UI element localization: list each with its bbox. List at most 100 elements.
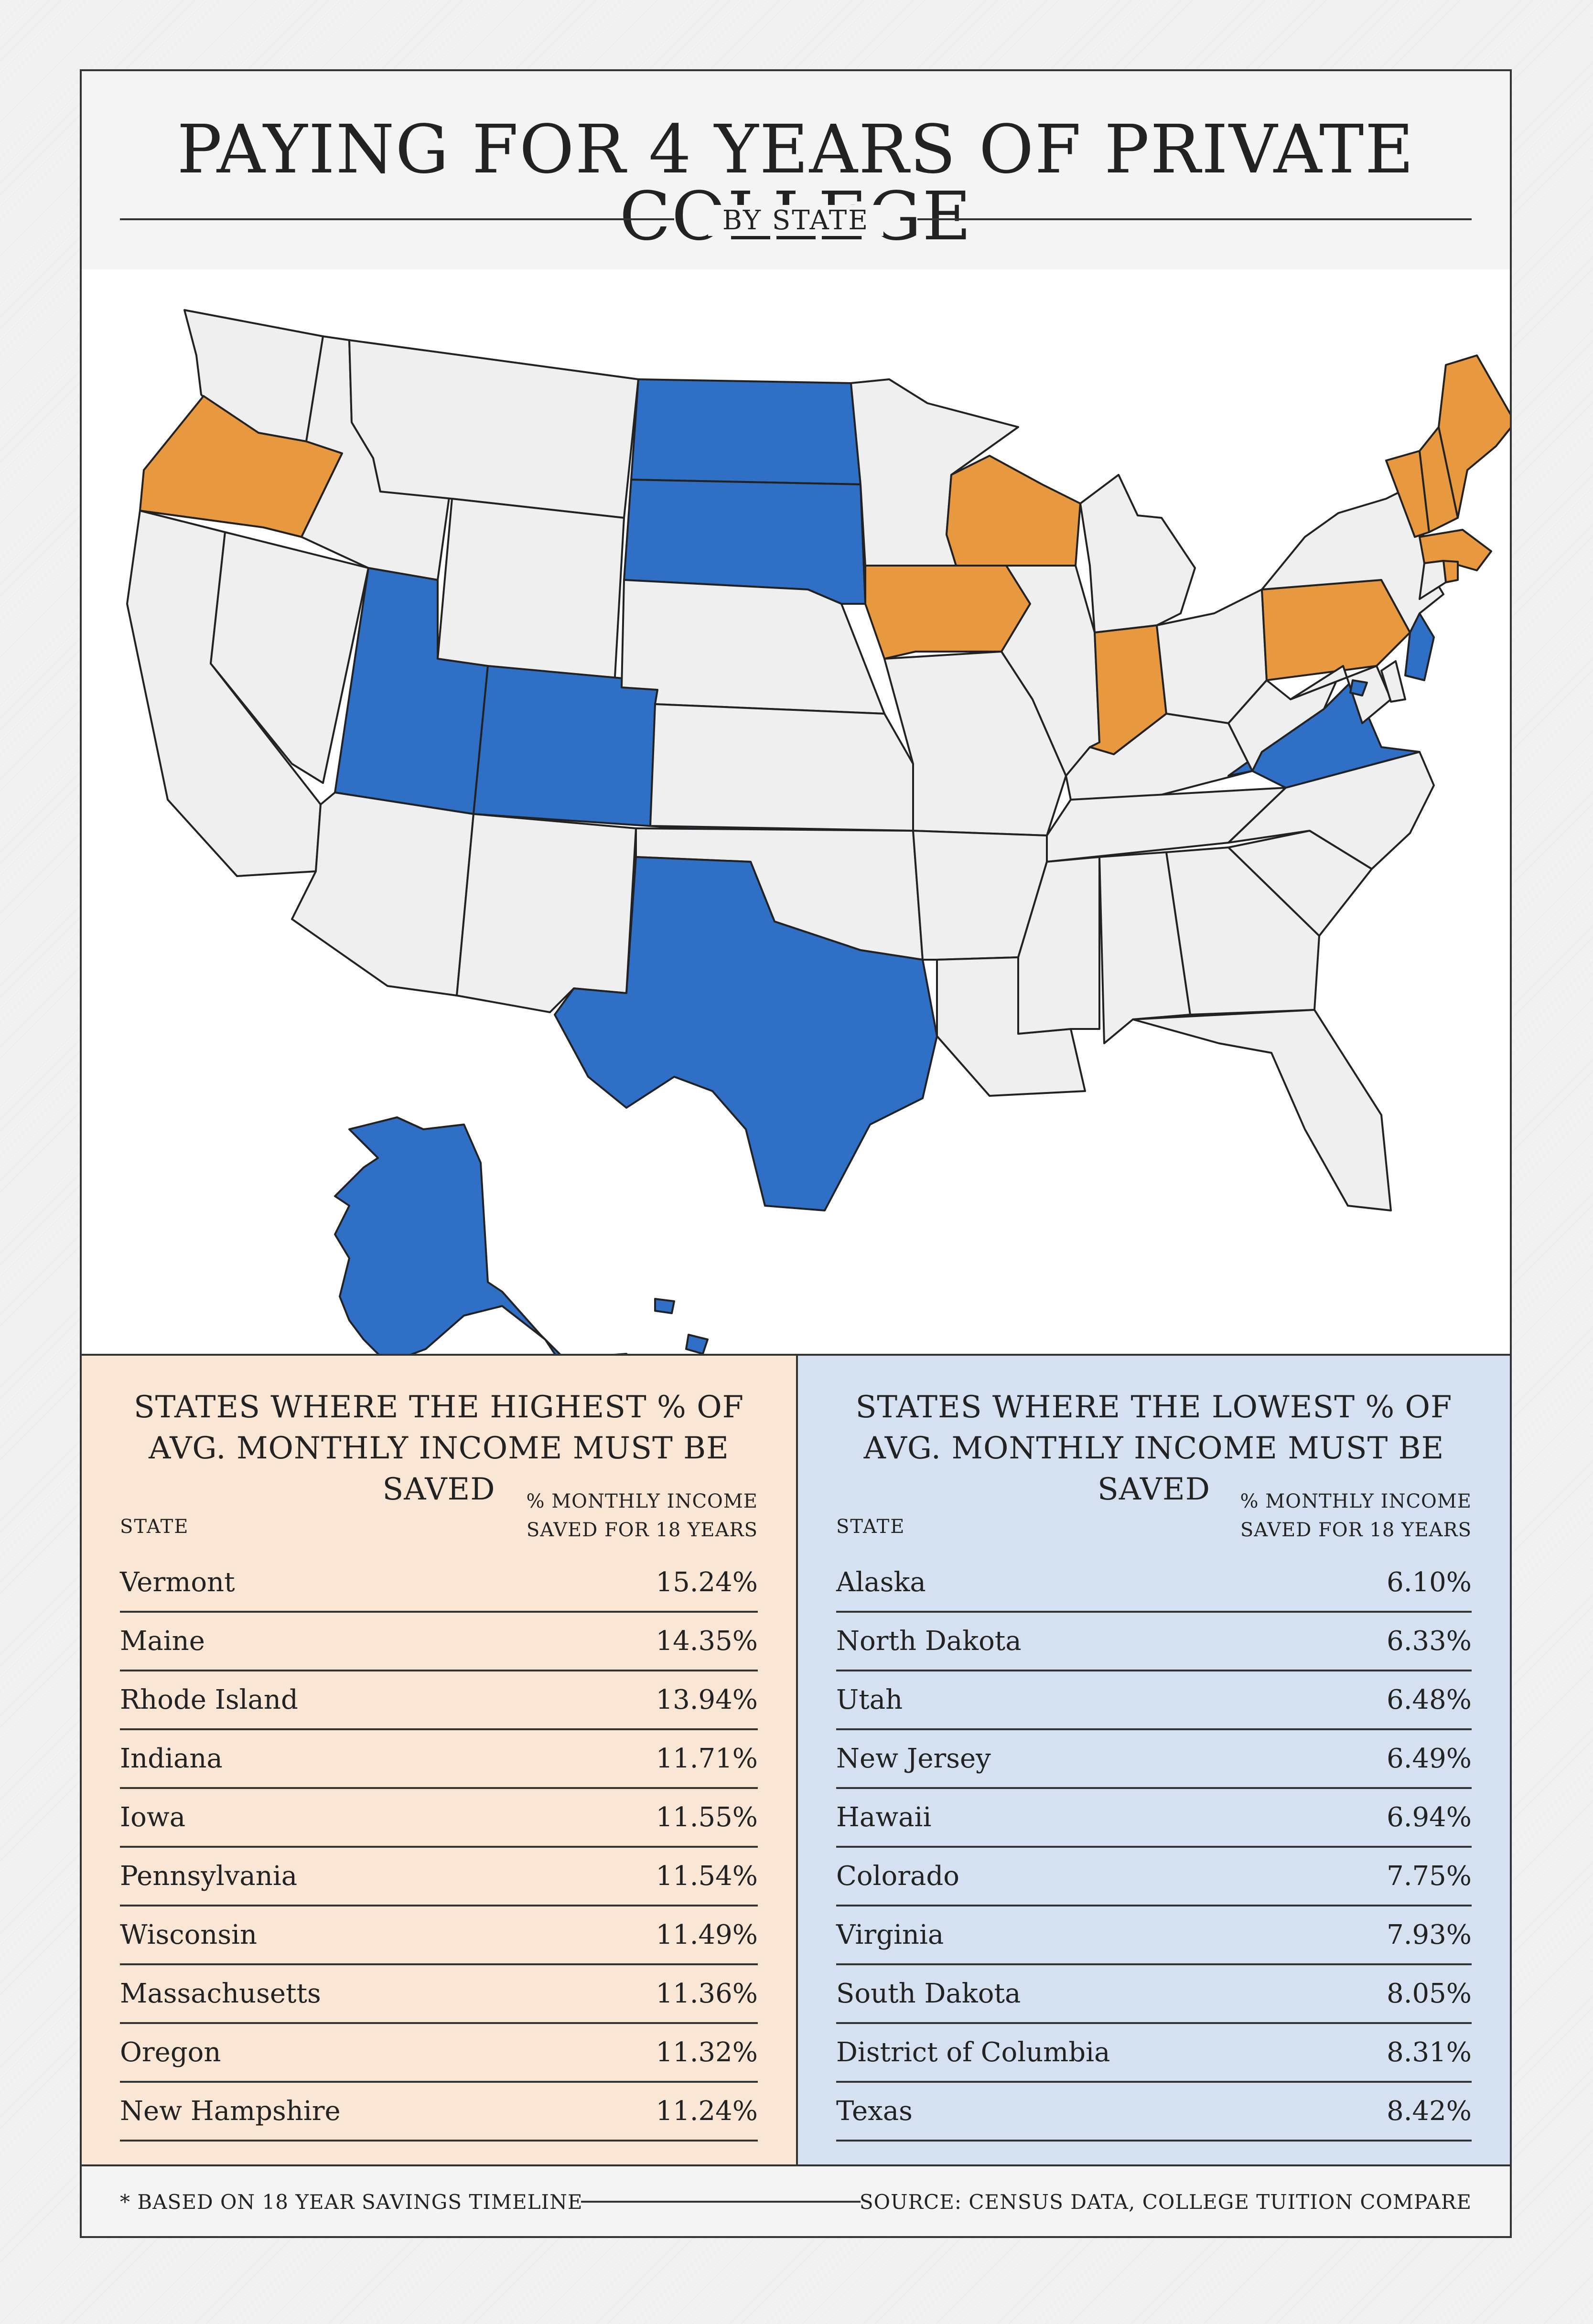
table-row: Rhode Island 13.94%	[120, 1671, 758, 1730]
state-value: 11.49%	[656, 1919, 758, 1950]
low-table-title: STATES WHERE THE LOWEST % OF AVG. MONTHL…	[855, 1390, 1453, 1507]
state-value: 11.71%	[656, 1743, 758, 1774]
state-maine	[1438, 354, 1510, 519]
source-credit: SOURCE: CENSUS DATA, COLLEGE TUITION COM…	[859, 2190, 1472, 2214]
tables-section: STATES WHERE THE HIGHEST % OF AVG. MONTH…	[82, 1354, 1510, 2170]
table-row: Wisconsin 11.49%	[120, 1906, 758, 1965]
table-row: Virginia 7.93%	[836, 1906, 1472, 1965]
state-name: Wisconsin	[120, 1919, 258, 1950]
subtitle-text: BY STATE	[708, 205, 884, 236]
state-name: Virginia	[836, 1919, 944, 1950]
table-row: District of Columbia 8.31%	[836, 2024, 1472, 2083]
table-row: Oregon 11.32%	[120, 2024, 758, 2083]
subtitle-rule-right	[917, 218, 1472, 220]
state-value: 8.42%	[1387, 2096, 1472, 2127]
table-row: Pennsylvania 11.54%	[120, 1848, 758, 1906]
subtitle: BY STATE	[82, 205, 1510, 236]
state-delaware	[1380, 660, 1406, 703]
footer-rule	[581, 2201, 861, 2203]
state-value: 11.32%	[656, 2037, 758, 2068]
state-name: South Dakota	[836, 1978, 1021, 2009]
state-montana	[348, 339, 639, 519]
table-row: South Dakota 8.05%	[836, 1965, 1472, 2024]
state-name: Vermont	[120, 1567, 235, 1598]
table-row: Vermont 15.24%	[120, 1554, 758, 1613]
low-table-rows: Alaska 6.10% North Dakota 6.33% Utah 6.48% …	[836, 1554, 1472, 2142]
state-kansas	[649, 703, 914, 832]
state-name: Indiana	[120, 1743, 223, 1774]
state-name: Massachusetts	[120, 1978, 321, 2009]
state-value: 8.05%	[1387, 1978, 1472, 2009]
state-new-mexico	[456, 813, 637, 1013]
state-wyoming	[437, 498, 625, 686]
high-savings-panel: STATES WHERE THE HIGHEST % OF AVG. MONTH…	[82, 1356, 796, 2170]
state-value: 13.94%	[656, 1684, 758, 1715]
us-map	[82, 269, 1510, 1354]
state-district-of-columbia	[1349, 679, 1368, 696]
state-name: Pennsylvania	[120, 1861, 298, 1892]
footer: * BASED ON 18 YEAR SAVINGS TIMELINE SOUR…	[82, 2164, 1510, 2236]
table-row: Utah 6.48%	[836, 1671, 1472, 1730]
state-maryland	[1290, 665, 1392, 724]
state-value: 6.49%	[1387, 1743, 1472, 1774]
state-value: 6.10%	[1387, 1567, 1472, 1598]
state-value: 6.94%	[1387, 1802, 1472, 1833]
state-name: District of Columbia	[836, 2037, 1110, 2068]
high-table-title: STATES WHERE THE HIGHEST % OF AVG. MONTH…	[133, 1390, 744, 1507]
state-connecticut	[1419, 560, 1447, 600]
state-texas	[554, 856, 938, 1211]
state-nevada	[210, 531, 369, 784]
state-name: Hawaii	[836, 1802, 932, 1833]
state-value: 6.33%	[1387, 1626, 1472, 1657]
state-value: 7.93%	[1387, 1919, 1472, 1950]
us-map-svg	[126, 309, 1510, 1354]
state-value: 14.35%	[656, 1626, 758, 1657]
state-pennsylvania	[1261, 579, 1411, 681]
subtitle-rule-left	[120, 218, 674, 220]
state-georgia	[1165, 846, 1320, 1016]
state-arizona	[291, 792, 474, 996]
state-name: Colorado	[836, 1861, 959, 1892]
state-name: New Jersey	[836, 1743, 991, 1774]
state-value: 11.54%	[656, 1861, 758, 1892]
state-name: Utah	[836, 1684, 903, 1715]
state-michigan	[1079, 474, 1196, 633]
high-col-value-header: % MONTHLY INCOME SAVED FOR 18 YEARS	[526, 1490, 758, 1541]
state-hawaii-island-2	[685, 1334, 709, 1354]
state-name: Maine	[120, 1626, 205, 1657]
table-row: New Jersey 6.49%	[836, 1730, 1472, 1789]
low-col-state-header: STATE	[836, 1516, 905, 1538]
header: PAYING FOR 4 YEARS OF PRIVATE COLLEGE BY…	[82, 71, 1510, 271]
table-row: Colorado 7.75%	[836, 1848, 1472, 1906]
footnote: * BASED ON 18 YEAR SAVINGS TIMELINE	[120, 2190, 583, 2214]
table-row: Indiana 11.71%	[120, 1730, 758, 1789]
state-value: 8.31%	[1387, 2037, 1472, 2068]
table-row: Texas 8.42%	[836, 2083, 1472, 2142]
state-value: 6.48%	[1387, 1684, 1472, 1715]
state-value: 15.24%	[656, 1567, 758, 1598]
state-west-virginia	[1227, 665, 1344, 772]
state-hawaii-island-3	[654, 1298, 675, 1314]
low-savings-panel: STATES WHERE THE LOWEST % OF AVG. MONTHL…	[796, 1356, 1510, 2170]
state-name: Texas	[836, 2096, 913, 2127]
state-value: 11.24%	[656, 2096, 758, 2127]
table-row: Iowa 11.55%	[120, 1789, 758, 1848]
infographic-card: PAYING FOR 4 YEARS OF PRIVATE COLLEGE BY…	[80, 69, 1512, 2238]
state-north-dakota	[630, 378, 861, 485]
state-value: 7.75%	[1387, 1861, 1472, 1892]
state-name: North Dakota	[836, 1626, 1022, 1657]
state-name: Rhode Island	[120, 1684, 298, 1715]
state-wisconsin	[946, 455, 1081, 567]
state-florida	[1132, 1009, 1392, 1211]
state-name: Oregon	[120, 2037, 221, 2068]
table-row: Massachusetts 11.36%	[120, 1965, 758, 2024]
table-row: Hawaii 6.94%	[836, 1789, 1472, 1848]
high-col-state-header: STATE	[120, 1516, 189, 1538]
table-row: New Hampshire 11.24%	[120, 2083, 758, 2142]
state-name: New Hampshire	[120, 2096, 341, 2127]
table-row: North Dakota 6.33%	[836, 1613, 1472, 1671]
state-value: 11.55%	[656, 1802, 758, 1833]
low-col-value-header: % MONTHLY INCOME SAVED FOR 18 YEARS	[1240, 1490, 1472, 1541]
high-table-rows: Vermont 15.24% Maine 14.35% Rhode Island 13…	[120, 1554, 758, 2142]
state-name: Iowa	[120, 1802, 186, 1833]
